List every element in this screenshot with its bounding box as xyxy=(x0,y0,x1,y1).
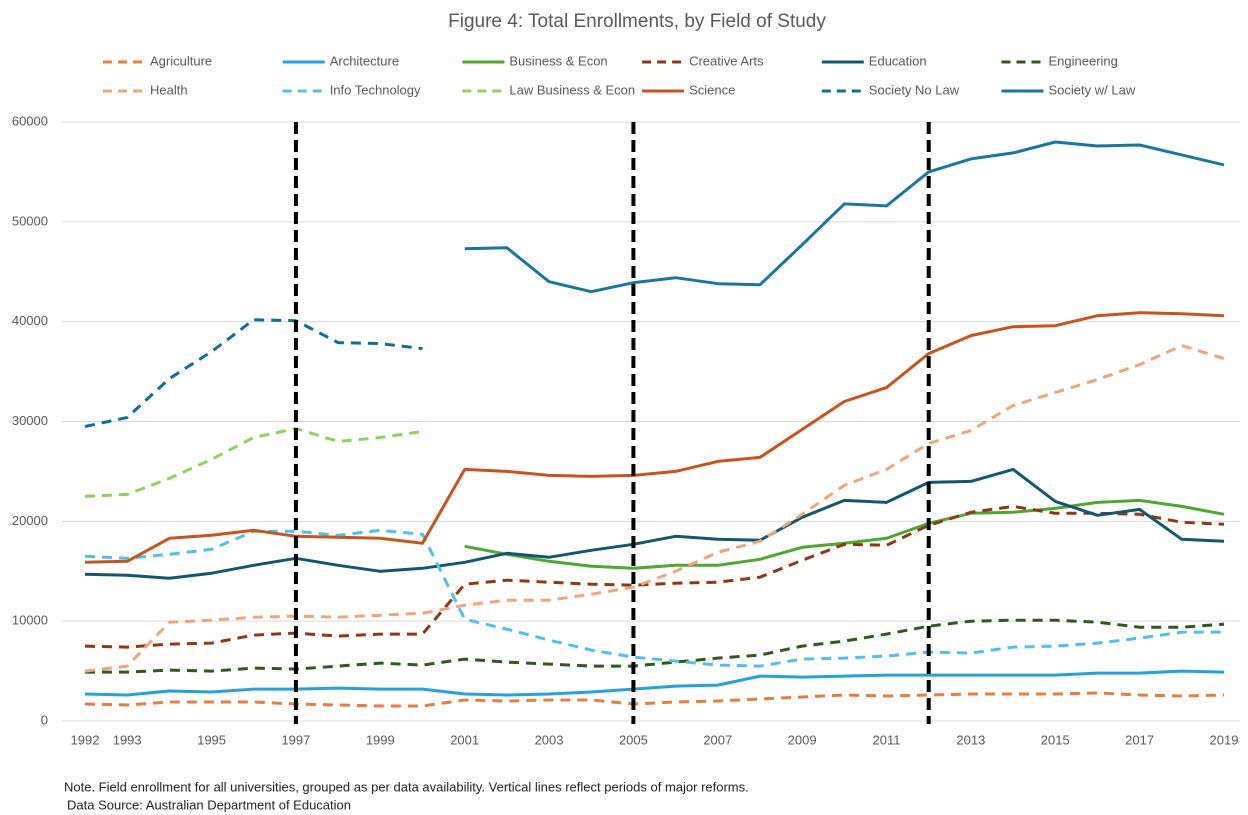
y-tick-label: 50000 xyxy=(12,213,48,228)
x-tick-label: 1997 xyxy=(281,732,310,747)
x-tick-label: 1993 xyxy=(113,732,142,747)
series-line xyxy=(84,504,1225,649)
x-tick-label: 1995 xyxy=(197,732,226,747)
series-line xyxy=(464,140,1225,294)
legend-label: Education xyxy=(869,53,927,68)
source: Data Source: Australian Department of Ed… xyxy=(67,797,351,812)
x-tick-label: 2011 xyxy=(873,732,901,747)
x-tick-label: 2001 xyxy=(450,732,479,747)
legend-label: Agriculture xyxy=(150,53,212,68)
series-line xyxy=(84,427,423,498)
series-line xyxy=(84,318,423,428)
x-tick-label: 2009 xyxy=(788,732,817,747)
x-tick-label: 2005 xyxy=(619,732,648,747)
series-line xyxy=(84,311,1225,564)
legend-label: Architecture xyxy=(330,53,399,68)
x-tick-label: 2007 xyxy=(703,732,732,747)
y-tick-label: 60000 xyxy=(12,113,48,128)
y-tick-label: 30000 xyxy=(12,413,48,428)
legend-label: Health xyxy=(150,82,188,97)
y-tick-label: 40000 xyxy=(12,313,48,328)
legend-label: Info Technology xyxy=(330,82,421,97)
legend-label: Society No Law xyxy=(869,82,960,97)
y-tick-label: 10000 xyxy=(12,613,48,628)
series-line xyxy=(84,669,1225,697)
y-tick-label: 20000 xyxy=(12,513,48,528)
x-tick-label: 2017 xyxy=(1125,732,1154,747)
x-tick-label: 2003 xyxy=(535,732,564,747)
series-line xyxy=(84,691,1225,708)
series-line xyxy=(84,344,1225,673)
chart-title: Figure 4: Total Enrollments, by Field of… xyxy=(448,11,826,32)
series-line xyxy=(84,528,1224,668)
legend-label: Creative Arts xyxy=(689,53,764,68)
legend-label: Society w/ Law xyxy=(1049,82,1136,97)
legend-label: Science xyxy=(689,82,735,97)
x-tick-label: 1999 xyxy=(366,732,395,747)
x-tick-label: 1992 xyxy=(71,732,100,747)
legend-label: Business & Econ xyxy=(509,53,607,68)
series-line xyxy=(84,467,1225,580)
series-line xyxy=(464,498,1225,570)
legend-label: Engineering xyxy=(1049,53,1118,68)
series-line xyxy=(85,618,1225,674)
legend-label: Law Business & Econ xyxy=(509,82,635,97)
note: Note. Field enrollment for all universit… xyxy=(64,779,749,794)
x-tick-label: 2015 xyxy=(1041,732,1070,747)
x-tick-label: 2013 xyxy=(956,732,985,747)
x-tick-label: 2019 xyxy=(1210,732,1239,747)
y-tick-label: 0 xyxy=(41,712,48,727)
